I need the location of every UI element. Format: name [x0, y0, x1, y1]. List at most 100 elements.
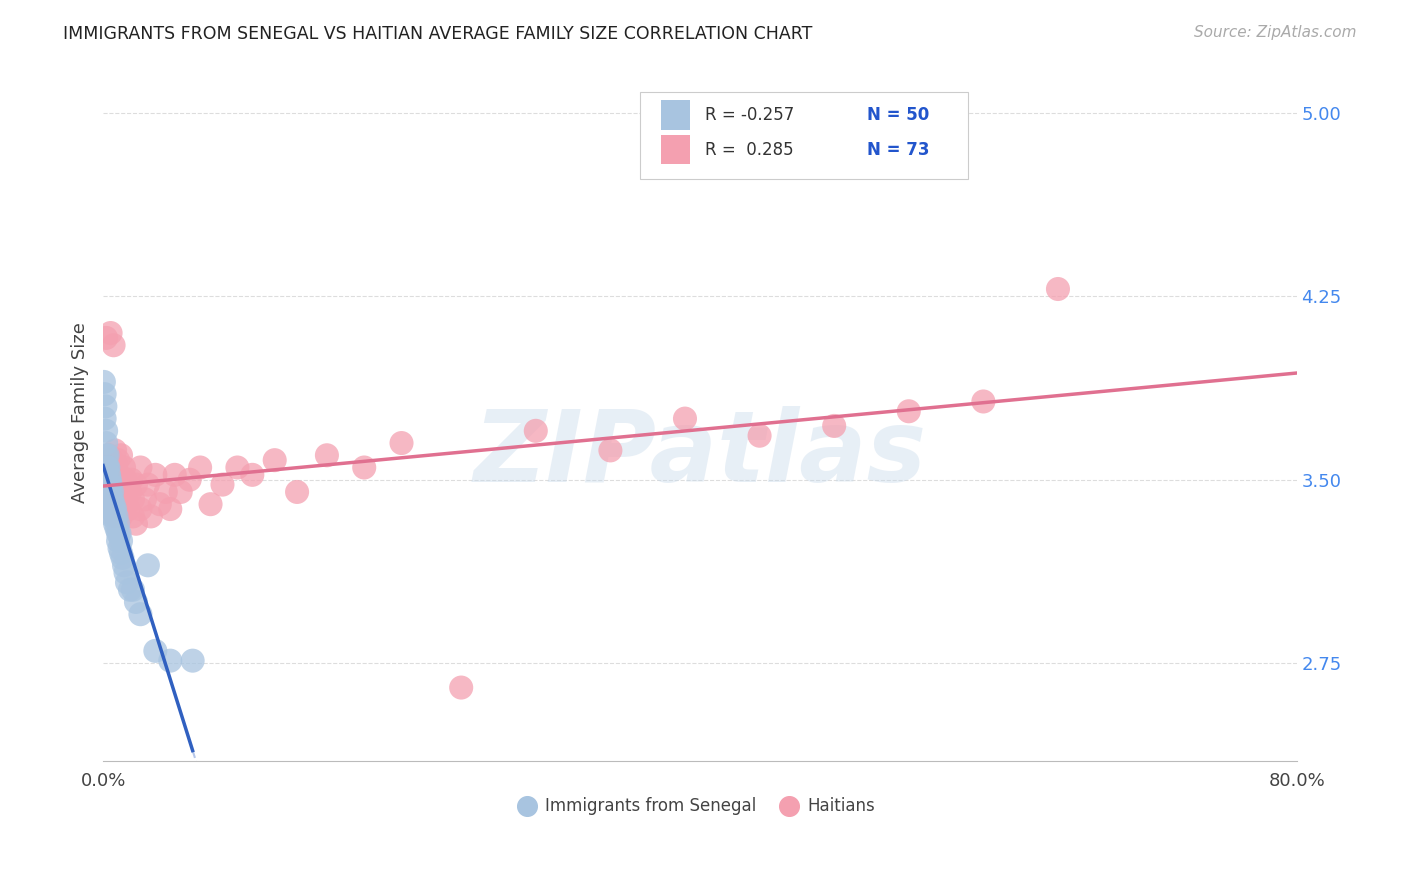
Text: R = -0.257: R = -0.257 [704, 106, 794, 124]
Point [181, 654, 204, 668]
Point [107, 533, 129, 548]
Point [97, 477, 120, 491]
Point [104, 477, 127, 491]
Point [108, 526, 131, 541]
Point [103, 502, 125, 516]
Point [97, 460, 120, 475]
Point [122, 492, 145, 507]
Point [94, 448, 117, 462]
Point [159, 502, 181, 516]
Point [114, 566, 136, 580]
Point [823, 419, 845, 434]
Text: Source: ZipAtlas.com: Source: ZipAtlas.com [1194, 25, 1357, 40]
Point [103, 509, 125, 524]
Point [93, 411, 115, 425]
Point [149, 497, 172, 511]
Point [121, 473, 143, 487]
Text: IMMIGRANTS FROM SENEGAL VS HAITIAN AVERAGE FAMILY SIZE CORRELATION CHART: IMMIGRANTS FROM SENEGAL VS HAITIAN AVERA… [63, 25, 813, 43]
Point [93, 387, 115, 401]
Point [111, 492, 134, 507]
Point [115, 477, 138, 491]
Point [94, 436, 117, 450]
Point [98, 492, 121, 507]
Point [97, 460, 120, 475]
Point [107, 526, 129, 541]
Point [103, 338, 125, 352]
Point [101, 502, 124, 516]
Text: ZIPatlas: ZIPatlas [474, 406, 927, 503]
Point [673, 411, 696, 425]
Point [139, 509, 162, 524]
Point [134, 492, 156, 507]
Point [103, 497, 125, 511]
Point [179, 473, 201, 487]
Point [211, 477, 233, 491]
Point [97, 473, 120, 487]
FancyBboxPatch shape [640, 92, 969, 179]
Point [105, 509, 128, 524]
Point [125, 477, 148, 491]
Point [94, 424, 117, 438]
Point [200, 497, 222, 511]
Point [98, 448, 121, 462]
Point [129, 607, 152, 622]
Point [125, 595, 148, 609]
Text: N = 73: N = 73 [868, 141, 929, 159]
Point [107, 516, 129, 531]
Point [110, 448, 132, 462]
Point [599, 443, 621, 458]
Point [108, 541, 131, 556]
Point [94, 331, 117, 345]
Point [97, 448, 120, 462]
Point [353, 460, 375, 475]
Point [108, 497, 131, 511]
Point [129, 460, 152, 475]
Point [170, 485, 193, 500]
Point [118, 582, 141, 597]
Point [103, 502, 125, 516]
Point [96, 460, 118, 475]
Point [155, 485, 177, 500]
Y-axis label: Average Family Size: Average Family Size [72, 322, 89, 503]
Point [285, 485, 308, 500]
Point [112, 460, 135, 475]
Point [114, 492, 136, 507]
Point [93, 473, 115, 487]
Text: N = 50: N = 50 [868, 106, 929, 124]
Point [143, 467, 166, 482]
Point [100, 326, 122, 340]
Point [129, 502, 152, 516]
Point [105, 458, 128, 472]
Point [316, 448, 339, 462]
Text: R =  0.285: R = 0.285 [704, 141, 793, 159]
Point [104, 509, 127, 524]
Point [111, 477, 134, 491]
Point [122, 582, 145, 597]
Point [93, 485, 115, 500]
Point [101, 492, 124, 507]
Text: Haitians: Haitians [807, 797, 875, 815]
Point [136, 477, 159, 491]
Point [114, 473, 136, 487]
Text: Immigrants from Senegal: Immigrants from Senegal [544, 797, 756, 815]
Point [100, 477, 122, 491]
Point [118, 485, 141, 500]
Point [112, 558, 135, 573]
Point [101, 509, 124, 524]
Point [240, 467, 263, 482]
Point [748, 428, 770, 442]
Point [101, 485, 124, 500]
Point [897, 404, 920, 418]
Point [107, 502, 129, 516]
Point [125, 516, 148, 531]
Point [1046, 282, 1069, 296]
Point [103, 460, 125, 475]
Point [136, 558, 159, 573]
Point [101, 453, 124, 467]
Point [143, 644, 166, 658]
Point [263, 453, 285, 467]
Point [110, 533, 132, 548]
Point [100, 485, 122, 500]
Point [101, 497, 124, 511]
Point [94, 497, 117, 511]
